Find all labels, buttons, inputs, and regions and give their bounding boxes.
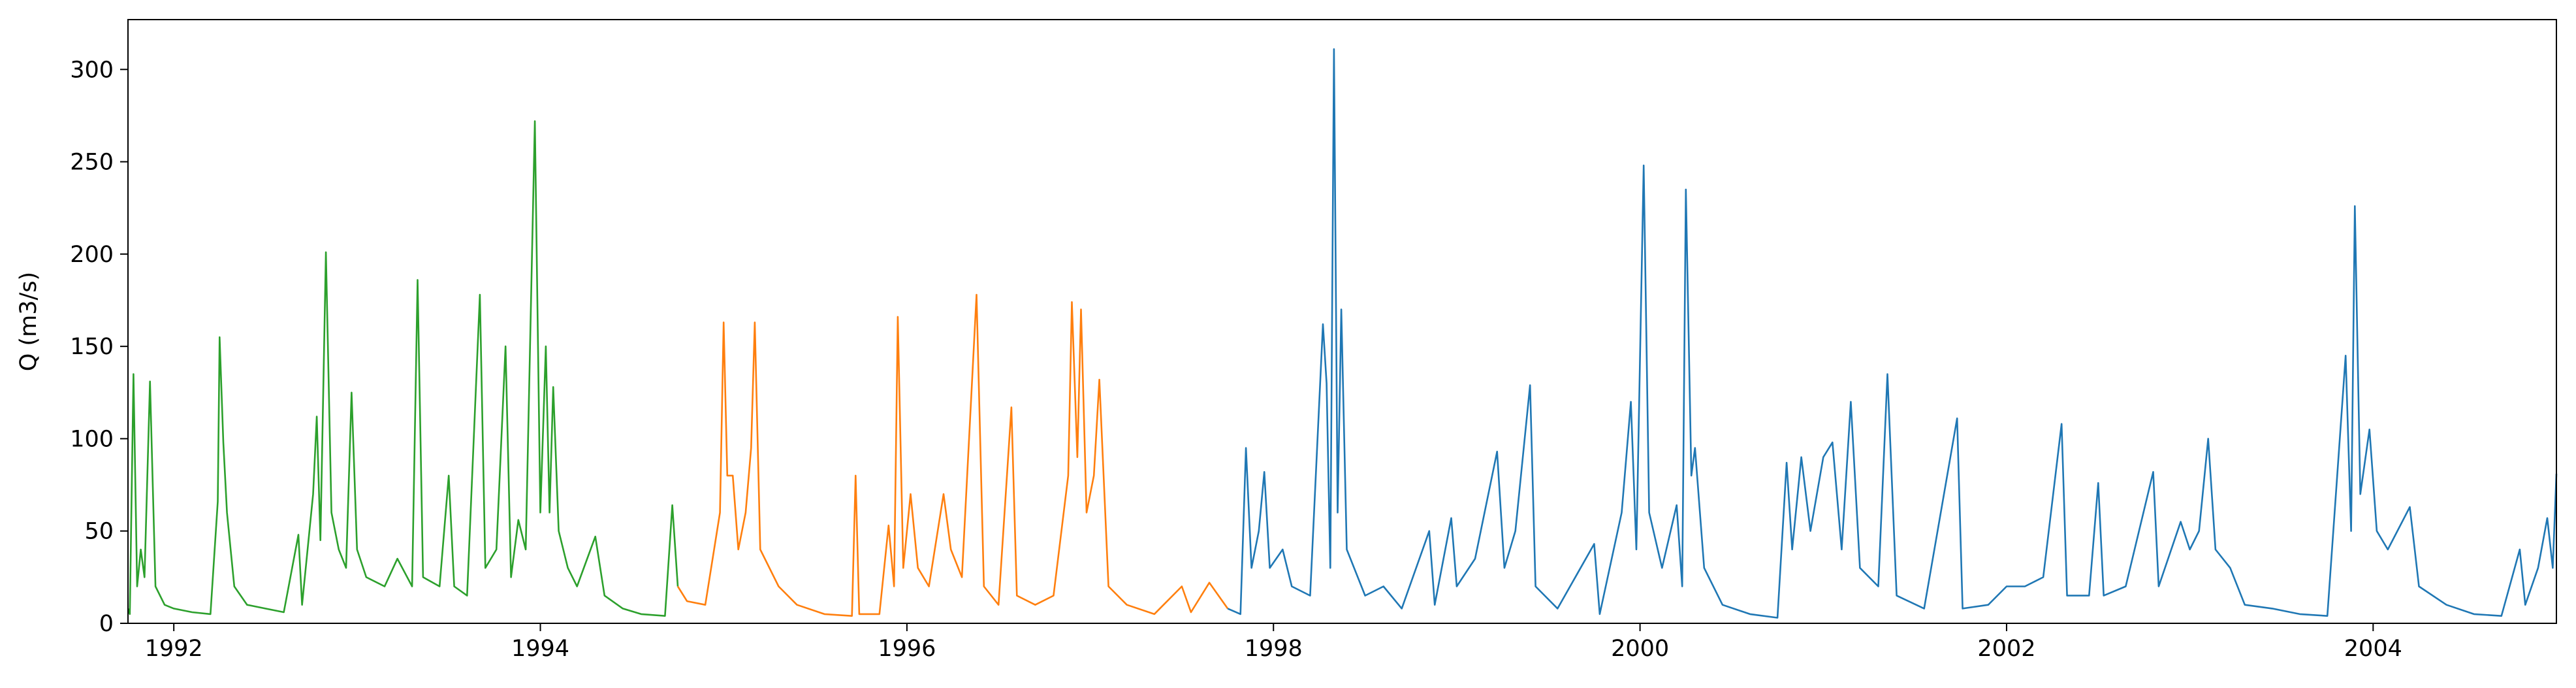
y-tick-label: 100: [70, 426, 114, 452]
y-axis-label: Q (m3/s): [16, 272, 42, 371]
y-tick-label: 150: [70, 334, 114, 360]
y-tick-label: 300: [70, 57, 114, 83]
y-tick-label: 250: [70, 150, 114, 176]
x-tick-label: 1992: [145, 636, 203, 662]
series-line: [127, 120, 679, 617]
x-tick-label: 2000: [1611, 636, 1669, 662]
y-tick-label: 0: [99, 611, 114, 637]
y-tick-label: 50: [84, 519, 114, 545]
series-line: [676, 293, 1229, 617]
y-tick-label: 200: [70, 242, 114, 268]
x-tick-label: 1994: [511, 636, 569, 662]
x-tick-label: 2002: [1977, 636, 2035, 662]
x-tick-label: 1998: [1245, 636, 1303, 662]
plot-frame: [127, 19, 2557, 624]
x-tick-label: 2004: [2344, 636, 2402, 662]
x-tick-label: 1996: [878, 636, 936, 662]
series-line: [1227, 48, 2558, 619]
